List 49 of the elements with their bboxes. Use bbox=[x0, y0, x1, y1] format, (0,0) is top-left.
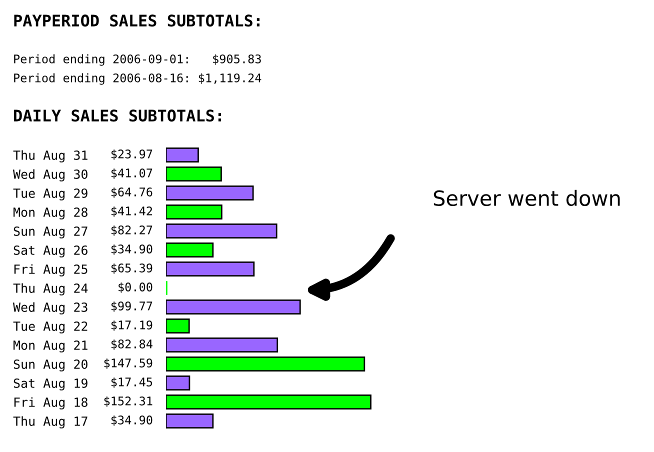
data-label: $82.27 bbox=[111, 225, 152, 236]
y-tick-label: Tue Aug 29 bbox=[13, 188, 88, 200]
bar bbox=[166, 375, 190, 391]
bar bbox=[166, 394, 372, 410]
data-label: $0.00 bbox=[118, 282, 152, 294]
y-tick-label: Sun Aug 27 bbox=[14, 226, 88, 238]
data-label: $64.76 bbox=[111, 187, 152, 198]
data-label: $152.31 bbox=[104, 396, 152, 408]
bar bbox=[166, 242, 214, 258]
y-tick-label: Thu Aug 17 bbox=[13, 416, 88, 428]
text: Server went down bbox=[434, 190, 620, 206]
text: Period ending 2006-09-01: $905.83 bbox=[14, 54, 261, 66]
y-tick-label: Thu Aug 31 bbox=[13, 150, 88, 162]
y-tick-label: Sat Aug 26 bbox=[14, 245, 88, 258]
bar bbox=[166, 223, 278, 239]
chart-title: PAYPERIOD SALES SUBTOTALS: bbox=[14, 14, 260, 27]
bar bbox=[166, 413, 214, 429]
text: DAILY SALES SUBTOTALS: bbox=[14, 110, 222, 122]
bar bbox=[166, 318, 190, 334]
bar bbox=[166, 299, 301, 315]
y-tick-label: Sat Aug 19 bbox=[14, 378, 88, 390]
data-label: $17.19 bbox=[111, 320, 152, 332]
bar bbox=[166, 337, 278, 353]
bar bbox=[166, 356, 366, 372]
bar bbox=[166, 166, 222, 182]
y-tick-label: Tue Aug 22 bbox=[13, 321, 88, 334]
data-label: $147.59 bbox=[104, 358, 152, 370]
y-tick-label: Wed Aug 23 bbox=[13, 302, 88, 314]
y-tick-label: Mon Aug 21 bbox=[14, 340, 88, 352]
y-tick-label: Mon Aug 28 bbox=[14, 207, 88, 220]
y-tick-label: Wed Aug 30 bbox=[13, 169, 88, 182]
bar bbox=[166, 204, 222, 220]
y-tick-label: Sun Aug 20 bbox=[14, 359, 88, 372]
data-label: $17.45 bbox=[111, 377, 152, 388]
bar bbox=[166, 147, 199, 163]
bar bbox=[166, 185, 254, 201]
bar bbox=[166, 261, 255, 277]
data-label: $65.39 bbox=[111, 263, 152, 274]
data-label: $34.90 bbox=[111, 244, 152, 256]
y-tick-label: Thu Aug 24 bbox=[13, 283, 88, 296]
data-label: $34.90 bbox=[111, 415, 152, 426]
data-label: $82.84 bbox=[111, 339, 152, 350]
text: Period ending 2006-08-16: $1,119.24 bbox=[14, 73, 262, 85]
data-label: $41.42 bbox=[111, 206, 152, 218]
data-label: $99.77 bbox=[111, 301, 152, 312]
data-label: $23.97 bbox=[111, 149, 152, 160]
y-tick-label: Fri Aug 18 bbox=[14, 397, 88, 410]
data-label: $41.07 bbox=[111, 168, 152, 180]
y-tick-label: Fri Aug 25 bbox=[14, 264, 88, 276]
